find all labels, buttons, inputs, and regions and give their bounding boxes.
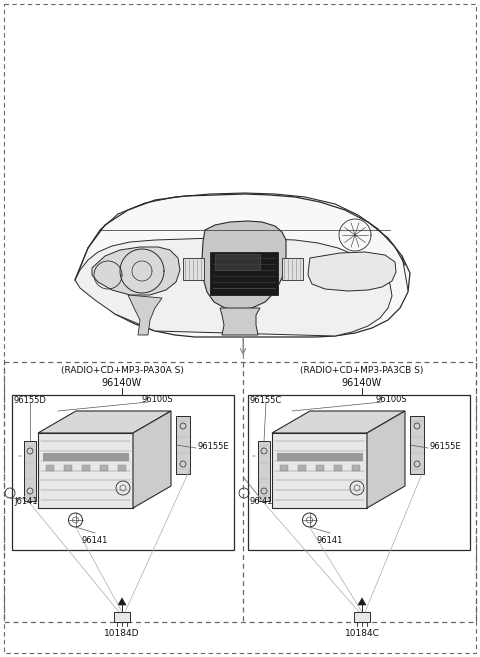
Text: J6141: J6141 — [14, 497, 37, 506]
Polygon shape — [367, 411, 405, 508]
FancyBboxPatch shape — [280, 465, 288, 471]
Polygon shape — [128, 295, 162, 335]
Polygon shape — [38, 411, 171, 433]
Text: 96141: 96141 — [82, 536, 108, 545]
Polygon shape — [202, 221, 286, 310]
Text: 96155D: 96155D — [14, 396, 47, 405]
Text: 96100S: 96100S — [376, 395, 408, 404]
Polygon shape — [176, 416, 190, 474]
Text: 10184D: 10184D — [104, 629, 140, 638]
FancyBboxPatch shape — [82, 465, 90, 471]
FancyBboxPatch shape — [215, 254, 260, 270]
Text: 96141: 96141 — [317, 536, 343, 545]
Polygon shape — [38, 433, 133, 508]
Polygon shape — [133, 411, 171, 508]
Polygon shape — [358, 598, 366, 605]
Text: (RADIO+CD+MP3-PA3CB S): (RADIO+CD+MP3-PA3CB S) — [300, 366, 424, 375]
FancyBboxPatch shape — [183, 258, 204, 280]
FancyBboxPatch shape — [114, 612, 130, 622]
Polygon shape — [308, 252, 396, 291]
Text: 96140W: 96140W — [102, 378, 142, 388]
FancyBboxPatch shape — [277, 453, 362, 460]
Polygon shape — [118, 598, 126, 605]
Text: 96'41: 96'41 — [250, 497, 274, 506]
FancyBboxPatch shape — [100, 465, 108, 471]
Polygon shape — [24, 441, 36, 501]
FancyBboxPatch shape — [282, 258, 303, 280]
FancyBboxPatch shape — [64, 465, 72, 471]
Text: 96155E: 96155E — [429, 442, 461, 451]
FancyBboxPatch shape — [334, 465, 342, 471]
Polygon shape — [410, 416, 424, 474]
Text: (RADIO+CD+MP3-PA30A S): (RADIO+CD+MP3-PA30A S) — [60, 366, 183, 375]
Text: 96100S: 96100S — [142, 395, 174, 404]
FancyBboxPatch shape — [354, 612, 370, 622]
Text: 10184C: 10184C — [345, 629, 379, 638]
Text: 96155C: 96155C — [250, 396, 282, 405]
Text: 96155E: 96155E — [197, 442, 228, 451]
FancyBboxPatch shape — [298, 465, 306, 471]
Polygon shape — [272, 433, 367, 508]
Polygon shape — [75, 194, 410, 337]
Polygon shape — [92, 247, 180, 295]
Polygon shape — [220, 308, 260, 335]
FancyBboxPatch shape — [118, 465, 126, 471]
FancyBboxPatch shape — [43, 453, 128, 460]
Polygon shape — [272, 411, 405, 433]
Polygon shape — [258, 441, 270, 501]
Polygon shape — [75, 238, 392, 336]
FancyBboxPatch shape — [352, 465, 360, 471]
FancyBboxPatch shape — [316, 465, 324, 471]
FancyBboxPatch shape — [46, 465, 54, 471]
Polygon shape — [210, 252, 278, 295]
Text: 96140W: 96140W — [342, 378, 382, 388]
